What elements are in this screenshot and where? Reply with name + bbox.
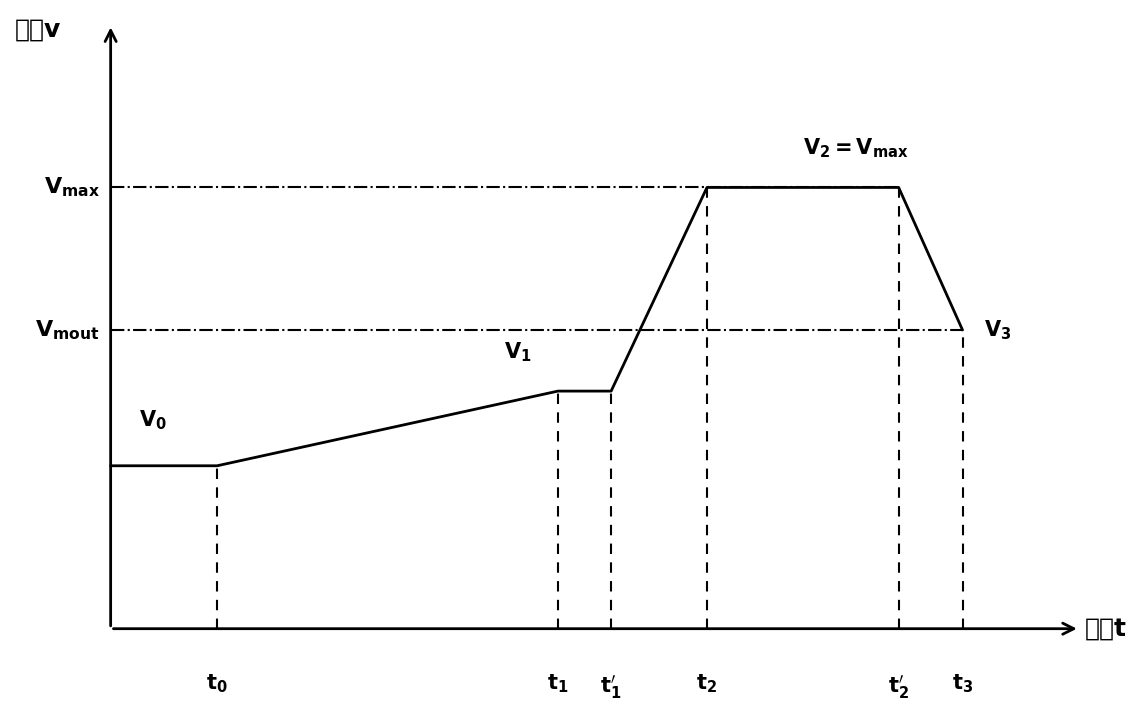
Text: $\mathbf{t_2}$: $\mathbf{t_2}$ [696,673,718,696]
Text: $\mathbf{V_2=V_{max}}$: $\mathbf{V_2=V_{max}}$ [803,136,909,160]
Text: $\mathbf{t_2'}$: $\mathbf{t_2'}$ [888,673,909,701]
Text: $\mathbf{V_1}$: $\mathbf{V_1}$ [503,340,531,364]
Text: $\mathbf{V_0}$: $\mathbf{V_0}$ [139,408,167,432]
Text: $\mathbf{V_{max}}$: $\mathbf{V_{max}}$ [44,175,100,199]
Text: $\mathbf{V_3}$: $\mathbf{V_3}$ [984,318,1011,341]
Text: $\mathbf{V_{mout}}$: $\mathbf{V_{mout}}$ [35,318,100,341]
Text: $\mathbf{t_0}$: $\mathbf{t_0}$ [206,673,228,696]
Text: 速度v: 速度v [15,18,62,42]
Text: $\mathbf{t_1}$: $\mathbf{t_1}$ [547,673,568,696]
Text: $\mathbf{t_3}$: $\mathbf{t_3}$ [952,673,973,696]
Text: $\mathbf{t_1'}$: $\mathbf{t_1'}$ [600,673,622,701]
Text: 时间t: 时间t [1085,617,1126,641]
